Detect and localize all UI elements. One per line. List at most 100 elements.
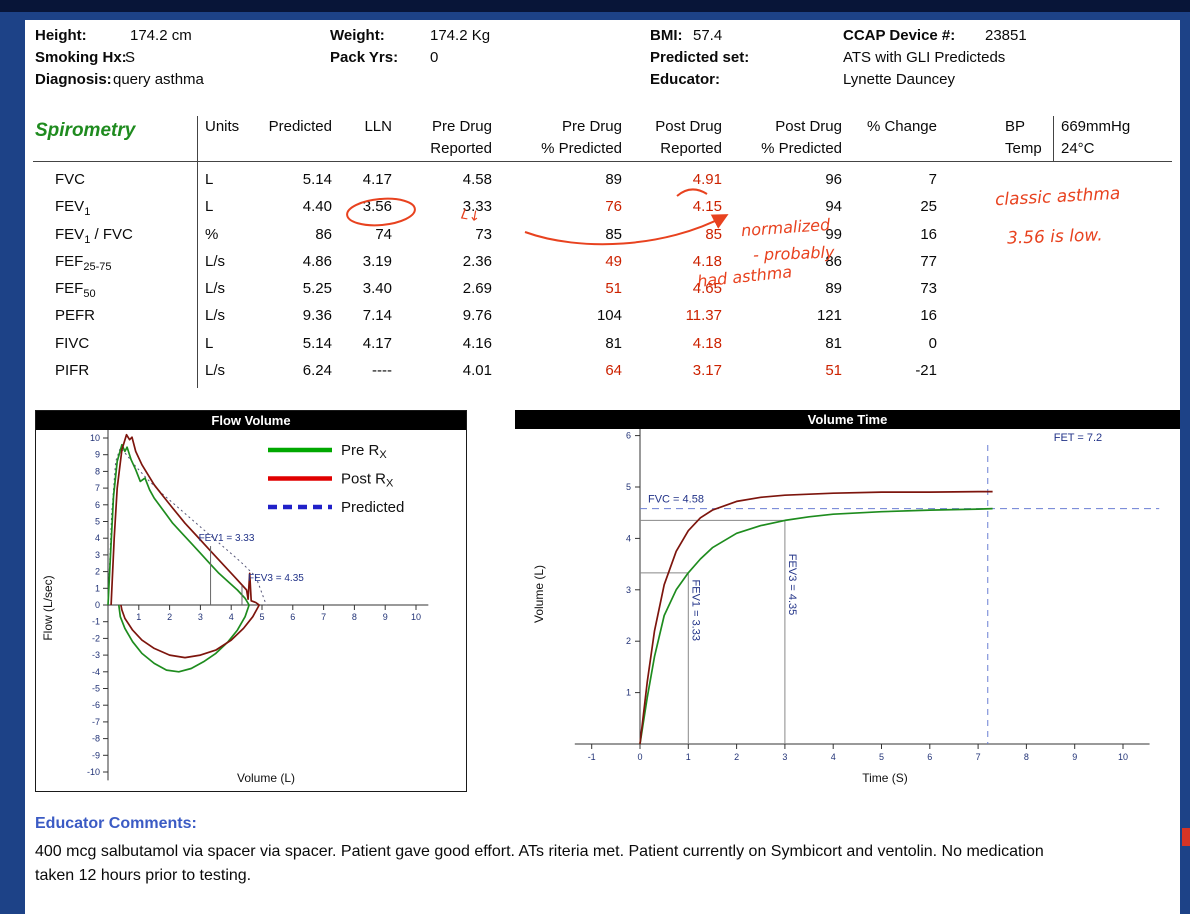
spirometry-value: 85 xyxy=(605,225,622,243)
svg-text:3: 3 xyxy=(782,752,787,762)
svg-text:FET = 7.2: FET = 7.2 xyxy=(1054,432,1102,444)
temp-value: 24°C xyxy=(1061,140,1095,157)
spirometry-table-header: Units Predicted LLN Pre Drug Pre Drug Post Dr… xyxy=(33,116,945,160)
svg-text:0: 0 xyxy=(95,600,100,610)
flow-volume-chart-title: Flow Volume xyxy=(36,411,466,430)
spirometry-value: 51 xyxy=(605,280,622,298)
svg-text:Post RX: Post RX xyxy=(341,471,394,490)
spirometry-test-name: PEFR xyxy=(55,307,96,325)
svg-text:1: 1 xyxy=(686,752,691,762)
handwriting-probably: - probably xyxy=(752,242,835,265)
header-cell: % Predicted xyxy=(761,140,842,157)
spirometry-test-name: PIFR xyxy=(55,362,90,380)
spirometry-value: 3.19 xyxy=(362,252,392,270)
svg-text:9: 9 xyxy=(1072,752,1077,762)
svg-text:1: 1 xyxy=(626,688,631,698)
weight-label: Weight: xyxy=(330,27,385,44)
spirometry-value: 89 xyxy=(825,280,842,298)
spirometry-value: 9.36 xyxy=(302,307,332,325)
spirometry-value: 4.16 xyxy=(462,334,492,352)
spirometry-value: 64 xyxy=(605,362,622,380)
handwriting-classic-asthma: classic asthma xyxy=(994,183,1121,211)
spirometry-section-title: Spirometry xyxy=(35,120,136,141)
svg-text:6: 6 xyxy=(290,612,295,622)
header-cell xyxy=(33,116,197,138)
svg-text:9: 9 xyxy=(383,612,388,622)
svg-text:-3: -3 xyxy=(92,650,100,660)
spirometry-value: 121 xyxy=(816,307,842,325)
spirometry-value: 76 xyxy=(605,198,622,216)
diagnosis-value: query asthma xyxy=(113,71,204,88)
svg-text:3: 3 xyxy=(95,550,100,560)
svg-text:5: 5 xyxy=(626,482,631,492)
height-label: Height: xyxy=(35,27,87,44)
svg-text:10: 10 xyxy=(90,433,100,443)
educator-label: Educator: xyxy=(650,71,721,88)
svg-text:0: 0 xyxy=(637,752,642,762)
ccap-device-label: CCAP Device #: xyxy=(843,27,956,44)
diagnosis-label: Diagnosis: xyxy=(35,71,112,88)
svg-text:-10: -10 xyxy=(87,767,100,777)
spirometry-value: 4.01 xyxy=(462,362,492,380)
header-cell: % Change xyxy=(866,118,937,135)
spirometry-value: 5.14 xyxy=(302,334,332,352)
spirometry-test-name: FVC xyxy=(55,171,85,188)
spirometry-value: 104 xyxy=(596,307,622,325)
spirometry-value: 96 xyxy=(825,171,842,188)
spirometry-value: 16 xyxy=(920,307,937,325)
report-page: Height: 174.2 cm Weight: 174.2 Kg BMI: 5… xyxy=(25,20,1180,914)
spirometry-value: 25 xyxy=(920,198,937,216)
spirometry-value: 49 xyxy=(605,252,622,270)
spirometry-value: 89 xyxy=(605,171,622,188)
svg-text:-6: -6 xyxy=(92,700,100,710)
spirometry-units: L/s xyxy=(205,307,226,325)
svg-text:FEV1 = 3.33: FEV1 = 3.33 xyxy=(199,533,255,544)
bmi-value: 57.4 xyxy=(693,27,723,44)
svg-text:Flow (L/sec): Flow (L/sec) xyxy=(41,575,55,640)
predicted-set-label: Predicted set: xyxy=(650,49,750,66)
smoking-label: Smoking Hx: xyxy=(35,49,127,66)
spirometry-value: 7 xyxy=(928,171,937,188)
svg-text:1: 1 xyxy=(136,612,141,622)
height-value: 174.2 cm xyxy=(130,27,192,44)
header-cell: Pre Drug xyxy=(561,118,622,135)
spirometry-value: 9.76 xyxy=(462,307,492,325)
svg-text:Volume (L): Volume (L) xyxy=(532,565,546,623)
svg-text:-9: -9 xyxy=(92,750,100,760)
svg-text:-7: -7 xyxy=(92,717,100,727)
spirometry-value: 94 xyxy=(825,198,842,216)
header-cell: Post Drug xyxy=(655,118,722,135)
svg-text:9: 9 xyxy=(95,450,100,460)
header-cell: Reported xyxy=(430,140,492,157)
pack-yrs-value: 0 xyxy=(430,49,439,66)
spirometry-value: 51 xyxy=(825,362,842,380)
spirometry-value: 2.36 xyxy=(462,252,492,270)
spirometry-units: L/s xyxy=(205,362,226,380)
svg-text:1: 1 xyxy=(95,583,100,593)
educator-comments-text: 400 mcg salbutamol via spacer via spacer… xyxy=(35,843,1044,884)
spirometry-value: 73 xyxy=(475,225,492,243)
spirometry-value: 4.18 xyxy=(692,252,722,270)
svg-text:7: 7 xyxy=(95,483,100,493)
spirometry-value: -21 xyxy=(915,362,937,380)
svg-text:5: 5 xyxy=(95,517,100,527)
bp-temp-divider xyxy=(1053,116,1054,161)
spirometry-value: 4.18 xyxy=(692,334,722,352)
spirometry-value: 4.15 xyxy=(692,198,722,216)
svg-text:3: 3 xyxy=(198,612,203,622)
temp-label: Temp xyxy=(1005,140,1042,157)
svg-text:FEV3 = 4.35: FEV3 = 4.35 xyxy=(248,573,304,584)
spirometry-test-name: FEF25-75 xyxy=(55,252,112,273)
spirometry-value: 11.37 xyxy=(685,307,722,325)
bp-label: BP xyxy=(1005,118,1026,135)
spirometry-test-name: FEF50 xyxy=(55,280,96,301)
svg-text:6: 6 xyxy=(927,752,932,762)
flow-volume-chart: Flow Volume -10 -9 -8 -7 -6 -5 -4 -3 -2 -1 0 1 2 3 4 5 6… xyxy=(35,410,467,792)
header-cell: Pre Drug xyxy=(431,118,492,135)
svg-text:8: 8 xyxy=(352,612,357,622)
svg-text:Volume (L): Volume (L) xyxy=(237,771,295,785)
pack-yrs-label: Pack Yrs: xyxy=(330,49,399,66)
ccap-device-value: 23851 xyxy=(985,27,1027,44)
spirometry-units: L xyxy=(205,334,214,352)
header-cell: Predicted xyxy=(268,118,332,135)
